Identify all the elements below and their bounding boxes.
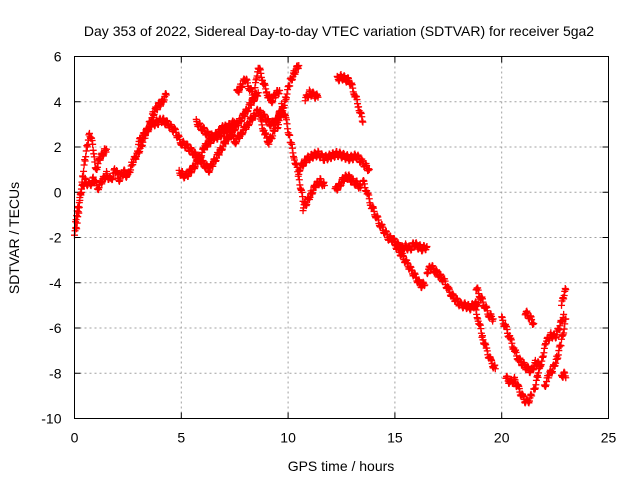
data-point [421, 281, 429, 289]
data-point [562, 286, 570, 294]
data-point [320, 181, 328, 189]
data-point [489, 315, 497, 323]
x-tick-label: 10 [280, 430, 296, 446]
plot-frame [74, 56, 609, 419]
y-tick-label: -8 [49, 365, 62, 381]
y-tick-label: 4 [54, 94, 62, 110]
chart-title: Day 353 of 2022, Sidereal Day-to-day VTE… [84, 23, 594, 39]
y-tick-label: -2 [49, 230, 62, 246]
data-point [162, 91, 170, 99]
data-point [314, 93, 322, 101]
y-tick-labels: -10 -8 -6 -4 -2 0 2 4 6 [41, 49, 61, 427]
data-point [250, 90, 258, 98]
data-point [557, 342, 565, 350]
data-point [528, 392, 536, 400]
x-axis-label: GPS time / hours [288, 458, 395, 474]
y-tick-label: 6 [54, 49, 62, 65]
x-tick-label: 0 [71, 430, 79, 446]
data-point [365, 166, 373, 174]
y-tick-label: -6 [49, 320, 62, 336]
data-point [89, 140, 97, 148]
data-point [276, 86, 284, 94]
y-tick-label: -10 [41, 411, 61, 427]
data-point [103, 145, 111, 153]
data-point [80, 167, 88, 175]
data-points [71, 62, 570, 407]
data-point [359, 118, 367, 126]
data-point [560, 310, 568, 318]
x-tick-label: 20 [494, 430, 510, 446]
data-point [295, 62, 303, 70]
x-tick-label: 5 [177, 430, 185, 446]
grid [74, 56, 609, 419]
x-tick-label: 15 [387, 430, 403, 446]
y-tick-label: 0 [54, 184, 62, 200]
x-tick-labels: 0 5 10 15 20 25 [71, 430, 617, 446]
x-tick-label: 25 [601, 430, 617, 446]
data-point [423, 243, 431, 251]
y-tick-label: -4 [49, 275, 62, 291]
data-point [77, 188, 85, 196]
y-axis-label: SDTVAR / TECUs [6, 182, 22, 294]
y-tick-label: 2 [54, 139, 62, 155]
data-point [562, 315, 570, 323]
data-point [562, 374, 570, 382]
data-point [491, 365, 499, 373]
data-point [530, 319, 538, 327]
data-point [286, 82, 294, 90]
data-point [231, 118, 239, 126]
data-point [254, 89, 262, 97]
data-point [286, 131, 294, 139]
